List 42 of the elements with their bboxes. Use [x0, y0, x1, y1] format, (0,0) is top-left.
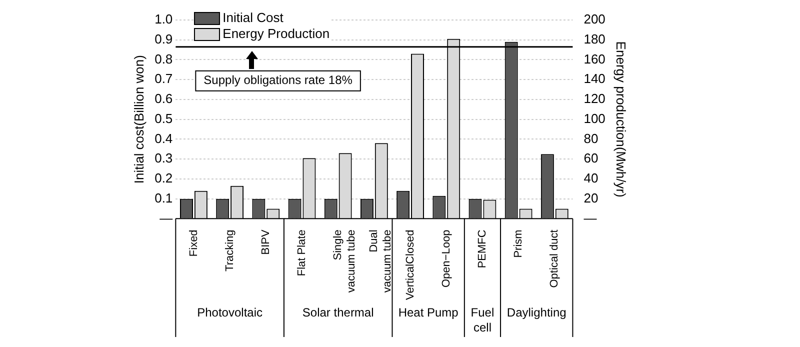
y2-tick-label: 120 [584, 91, 606, 106]
y-tick-label: 0.1 [154, 190, 173, 206]
y-tick-label: 1.0 [154, 12, 173, 27]
y-tick-label: 0.5 [154, 110, 173, 126]
text: Heat Pump [398, 305, 459, 320]
y-tick-label: 0.4 [154, 130, 173, 146]
y-tick-label: 0.9 [154, 31, 173, 46]
y2-tick-label: 100 [584, 110, 606, 126]
y-tick-label: 0.2 [154, 170, 173, 186]
y2-tick-label: 200 [584, 12, 606, 27]
legend-label: Energy Production [222, 26, 330, 42]
x-tick-label: BIPV [260, 229, 272, 255]
x-tick-label: Optical duct [548, 230, 561, 288]
legend-label: Initial Cost [222, 10, 284, 26]
x-tick-label: Single vacuum tube [332, 230, 358, 293]
x-tick-label: PEMFC [476, 230, 489, 268]
y2-tick-label: 160 [584, 51, 606, 66]
x-tick-label: Fixed [188, 230, 200, 257]
y2-tick-label: 80 [584, 130, 598, 146]
y2-axis-title: Energy production(Mwh/yr) [614, 41, 629, 198]
x-tick-label: Prism [512, 230, 525, 258]
y2-tick-label: 20 [584, 190, 598, 206]
y2-tick-label: 60 [584, 150, 598, 166]
y-tick-label: 0.8 [154, 51, 173, 66]
y-axis-title: Initial cost(Billion won) [131, 55, 146, 184]
text: Fuel cell [470, 305, 494, 334]
ref-line-label: Supply obligations rate 18% [204, 73, 353, 88]
y-tick-label: 0.7 [154, 71, 173, 86]
y2-tick-label: 40 [584, 170, 598, 186]
y2-tick-label: — [584, 210, 597, 226]
y2-tick-label: 140 [584, 71, 606, 86]
x-tick-label: Flat Plate [296, 230, 308, 276]
x-tick-label: Tracking [224, 230, 236, 272]
x-tick-label: VerticalClosed [404, 230, 416, 300]
y-tick-label: 0.3 [154, 150, 173, 166]
y2-tick-label: 180 [584, 31, 606, 46]
text: Solar thermal [302, 305, 374, 320]
text: Photovoltaic [197, 305, 262, 320]
y-tick-label: 0.6 [154, 91, 173, 106]
x-tick-label: Open−Loop [440, 230, 452, 288]
y-tick-label: — [160, 210, 173, 226]
text: Daylighting [506, 305, 566, 320]
